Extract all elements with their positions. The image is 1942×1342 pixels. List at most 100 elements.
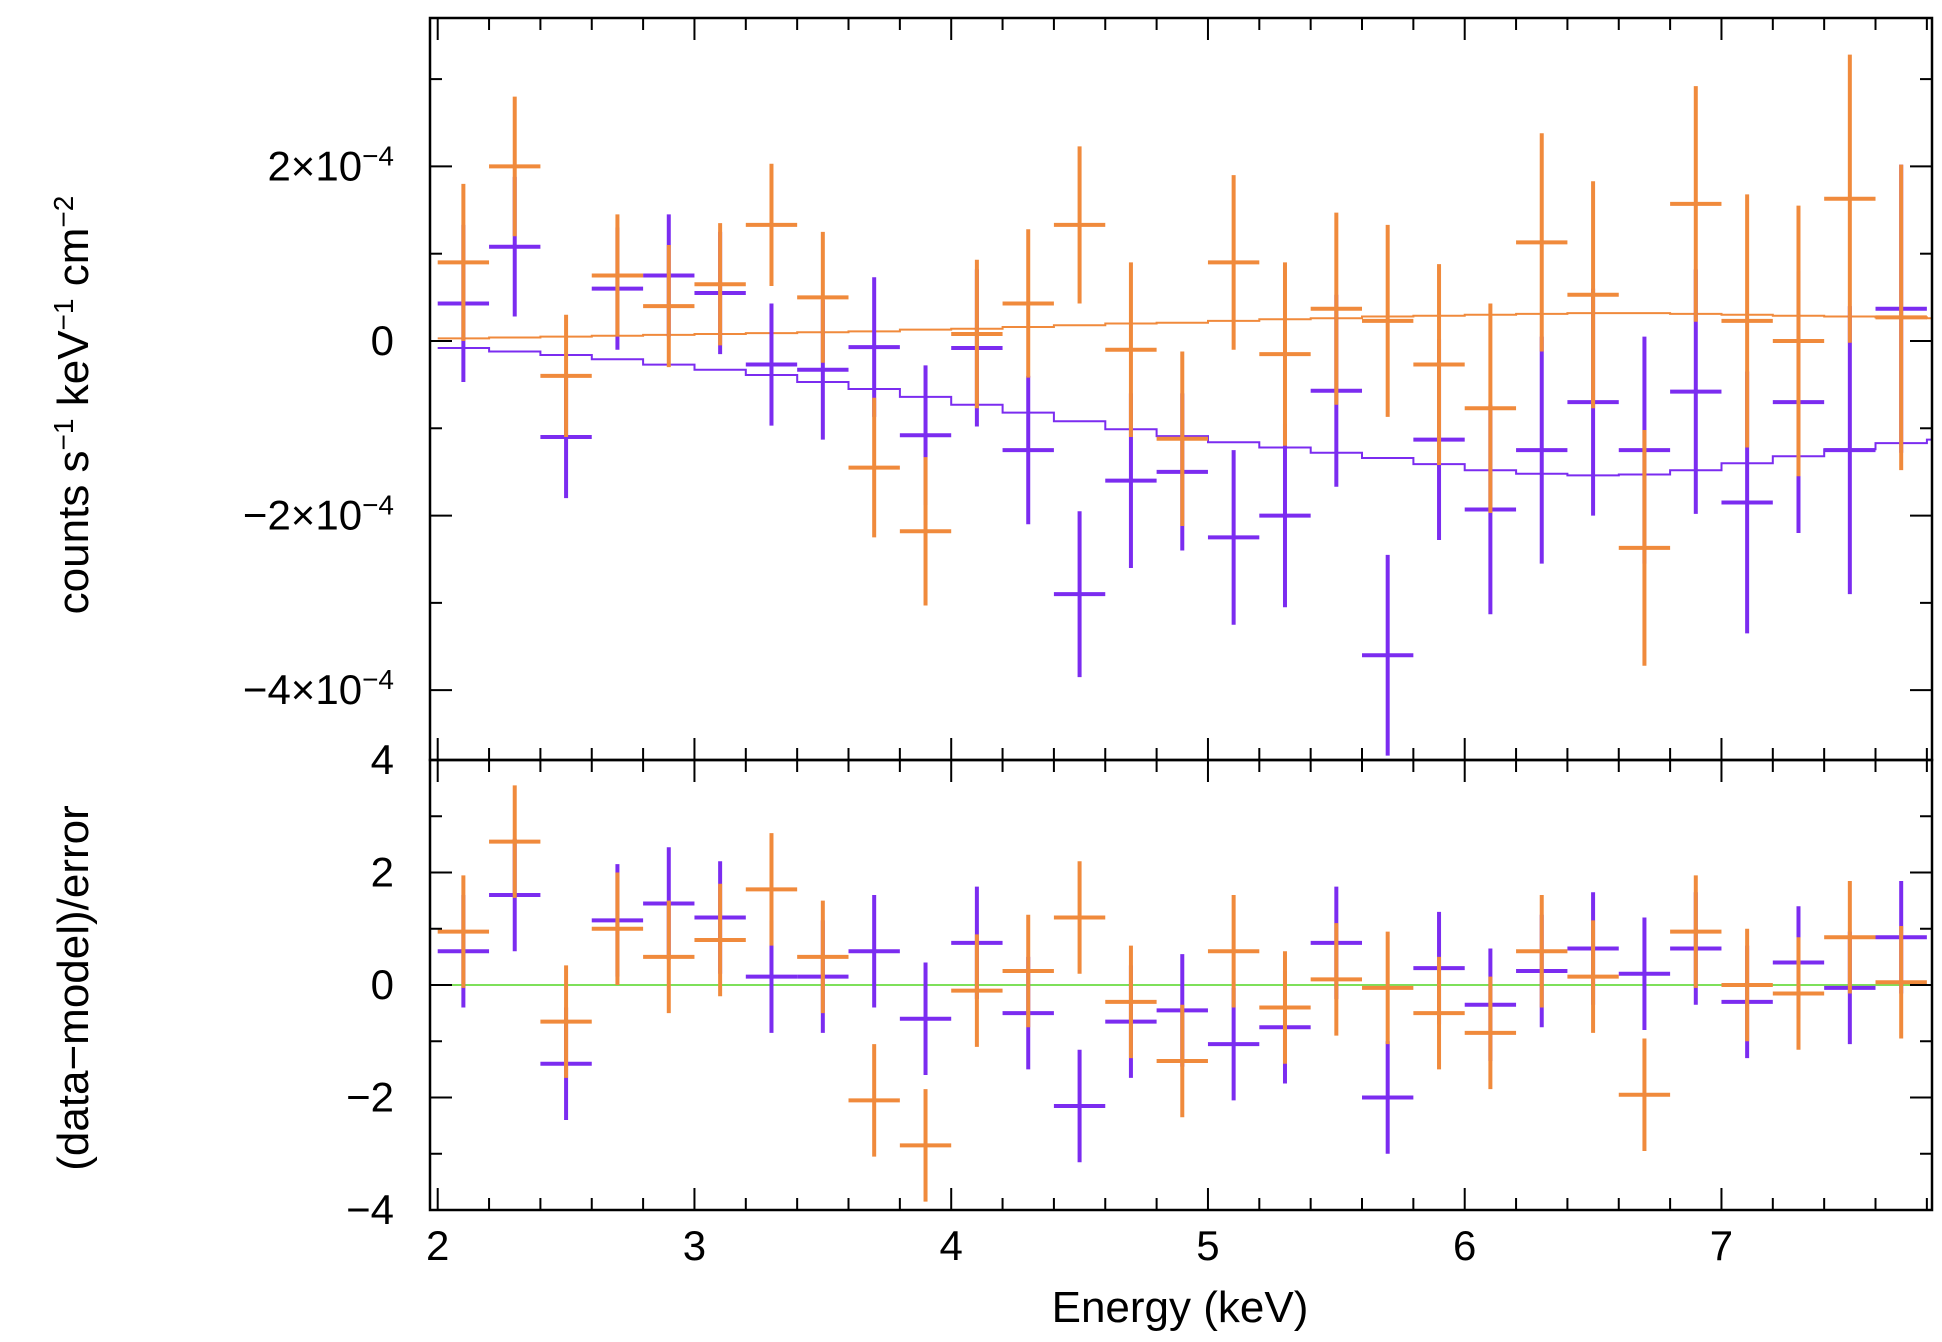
purple-model-curve — [437, 347, 1932, 477]
spectrum-purple-point — [1516, 336, 1568, 564]
residual-orange-point — [951, 934, 1003, 1047]
residual-orange-point — [1567, 920, 1619, 1033]
spectrum-orange-point — [1259, 262, 1311, 446]
spectrum-purple-point — [745, 303, 798, 426]
residual-purple-point — [899, 962, 952, 1075]
residual-y-tick-labels: 4 2 0 −2 −4 — [346, 736, 394, 1233]
spectrum-orange-point — [848, 397, 900, 538]
x-axis-title: Energy (keV) — [1052, 1283, 1309, 1332]
spectrum-y-tick-label: 2×10−4 — [267, 140, 394, 190]
spectrum-y-tick-label: 0 — [371, 317, 394, 364]
spectrum-orange-point — [1875, 164, 1927, 471]
residual-y-tick-label: 0 — [371, 961, 394, 1008]
residual-orange-point — [1053, 861, 1106, 974]
residual-orange-point — [848, 1044, 900, 1157]
residual-orange-point — [1310, 923, 1363, 1036]
x-tick-label: 7 — [1710, 1222, 1733, 1269]
residual-ticks — [430, 759, 1932, 1211]
residuals-panel: 4 2 0 −2 −4 2 3 4 5 6 7 (data−model)/error Energy… — [49, 736, 1934, 1332]
x-tick-label: 2 — [426, 1222, 449, 1269]
residual-y-axis-title: (data−model)/error — [49, 805, 98, 1171]
spectrum-orange-point — [899, 457, 952, 606]
residual-orange-point — [797, 900, 849, 1014]
spectrum-orange-point — [1002, 229, 1054, 378]
spectrum-data-points — [437, 54, 1927, 756]
orange-model-curve — [437, 312, 1932, 340]
spectrum-orange-point — [745, 163, 798, 286]
residual-purple-point — [1053, 1049, 1106, 1163]
spectrum-purple-point — [848, 277, 900, 417]
spectrum-orange-point — [797, 231, 849, 363]
spectrum-orange-point — [1053, 146, 1106, 304]
spectrum-orange-point — [1105, 262, 1157, 438]
residual-orange-point — [1464, 976, 1517, 1090]
residual-orange-point — [437, 875, 490, 988]
spectrum-orange-point — [1310, 212, 1363, 405]
x-tick-label: 4 — [940, 1222, 963, 1269]
spectrum-y-tick-label: −2×10−4 — [243, 489, 394, 539]
spectrum-orange-point — [1824, 54, 1876, 343]
residual-orange-point — [1772, 937, 1825, 1050]
spectrum-purple-point — [1362, 554, 1414, 756]
residual-orange-point — [745, 833, 798, 946]
spectrum-panel: 2×10−4 0 −2×10−4 −4×10−4 counts s−1 keV−1 c… — [48, 16, 1934, 762]
residual-data-points — [437, 785, 1927, 1202]
x-tick-label: 3 — [683, 1222, 706, 1269]
residual-y-tick-label: 4 — [371, 736, 394, 783]
spectrum-orange-point — [591, 214, 644, 337]
spectrum-orange-point — [1207, 175, 1260, 350]
residual-orange-point — [1670, 875, 1722, 988]
residual-orange-point — [1618, 1038, 1671, 1151]
spectrum-orange-point — [540, 314, 592, 438]
spectrum-orange-point — [951, 259, 1003, 409]
residual-y-tick-label: 2 — [371, 849, 394, 896]
residual-orange-point — [540, 965, 592, 1078]
residual-purple-point — [1618, 917, 1671, 1030]
spectrum-orange-point — [1413, 264, 1465, 465]
x-tick-label: 6 — [1453, 1222, 1476, 1269]
residual-orange-point — [899, 1089, 952, 1202]
spectrum-orange-point — [1362, 224, 1414, 417]
residual-orange-point — [1207, 895, 1260, 1008]
residual-orange-point — [643, 900, 695, 1014]
residual-orange-point — [694, 883, 746, 997]
spectrum-orange-point — [1721, 194, 1773, 448]
residual-orange-point — [591, 872, 644, 985]
x-tick-label: 5 — [1196, 1222, 1219, 1269]
residual-orange-point — [1824, 880, 1876, 994]
spectrum-orange-point — [1618, 430, 1671, 666]
spectrum-purple-point — [1824, 306, 1876, 595]
spectrum-purple-point — [1259, 423, 1311, 608]
spectrum-y-axis-title: counts s−1 keV−1 cm−2 — [48, 196, 99, 615]
spectrum-y-tick-label: −4×10−4 — [243, 664, 394, 714]
spectrum-orange-point — [1670, 86, 1722, 322]
residual-orange-point — [1875, 925, 1927, 1039]
residual-orange-point — [1413, 956, 1465, 1070]
residual-orange-point — [489, 785, 541, 898]
spectrum-purple-point — [1053, 511, 1106, 678]
residual-y-tick-label: −2 — [346, 1074, 394, 1121]
spectrum-orange-point — [437, 183, 490, 341]
spectrum-purple-point — [1002, 375, 1054, 525]
x-tick-labels: 2 3 4 5 6 7 — [426, 1222, 1733, 1269]
residual-orange-point — [1362, 931, 1414, 1045]
spectrum-y-tick-labels: 2×10−4 0 −2×10−4 −4×10−4 — [243, 140, 394, 713]
spectrum-purple-point — [1207, 450, 1260, 625]
spectrum-orange-point — [643, 244, 695, 368]
spectrum-orange-point — [489, 96, 541, 237]
residual-orange-point — [1259, 951, 1311, 1064]
residual-orange-point — [1516, 895, 1568, 1008]
residual-orange-point — [1156, 1004, 1208, 1118]
spectrum-orange-point — [1567, 181, 1619, 409]
model-curves — [437, 312, 1932, 477]
spectrum-orange-point — [1516, 133, 1568, 352]
residual-y-tick-label: −4 — [346, 1186, 394, 1233]
residual-purple-point — [1362, 1041, 1414, 1154]
residual-orange-point — [1721, 928, 1773, 1042]
spectrum-orange-point — [1156, 351, 1208, 527]
spectrum-orange-point — [1772, 205, 1825, 477]
spectrum-orange-point — [694, 223, 746, 346]
residual-purple-point — [848, 895, 900, 1008]
residual-orange-point — [1002, 914, 1054, 1028]
